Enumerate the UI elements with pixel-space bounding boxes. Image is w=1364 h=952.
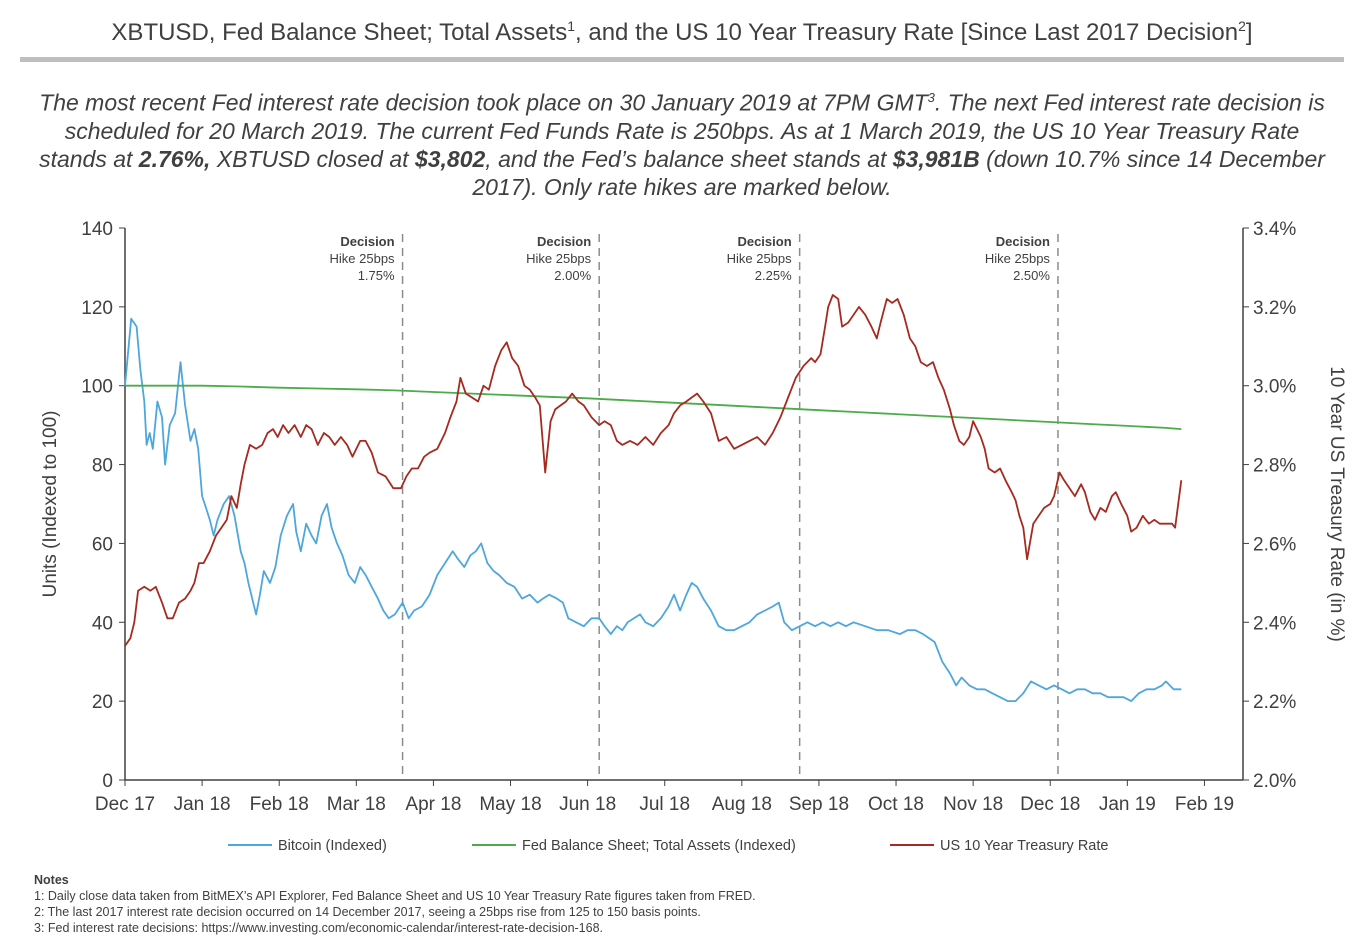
- decision-rate: 2.50%: [1013, 268, 1050, 283]
- y-tick-label-right: 2.0%: [1253, 771, 1296, 792]
- y-axis-title-left: Units (Indexed to 100): [40, 411, 61, 598]
- x-tick-label: Jan 18: [174, 794, 231, 815]
- y-tick-label-right: 2.8%: [1253, 456, 1296, 477]
- decision-hike: Hike 25bps: [727, 251, 793, 266]
- y-tick-label-left: 120: [81, 298, 113, 319]
- x-tick-label: Nov 18: [943, 794, 1003, 815]
- decision-hike: Hike 25bps: [330, 251, 396, 266]
- chart: 0 20 40 60 80 100 120 140 2.0% 2.2% 2.4% 2.6% 2.8% 3.…: [40, 219, 1347, 854]
- x-tick-label: Mar 18: [327, 794, 386, 815]
- x-tick-label: Dec 18: [1020, 794, 1080, 815]
- x-tick-label: Dec 17: [95, 794, 155, 815]
- y-tick-label-right: 3.2%: [1253, 298, 1296, 319]
- title-divider: [20, 57, 1344, 62]
- series-line-2: [124, 294, 1183, 647]
- y-tick-label-right: 3.0%: [1253, 377, 1296, 398]
- y-tick-label-left: 40: [92, 613, 113, 634]
- y-tick-label-left: 60: [92, 534, 113, 555]
- decision-rate: 2.00%: [554, 268, 591, 283]
- decision-title: Decision: [340, 234, 394, 249]
- decision-title: Decision: [537, 234, 591, 249]
- y-tick-label-right: 2.6%: [1253, 534, 1296, 555]
- note-3: 3: Fed interest rate decisions: https://…: [34, 921, 604, 935]
- x-tick-label: Sep 18: [789, 794, 849, 815]
- legend-label-0: Bitcoin (Indexed): [278, 838, 387, 854]
- x-tick-label: Aug 18: [712, 794, 772, 815]
- y-tick-label-left: 20: [92, 692, 113, 713]
- y-tick-label-right: 2.2%: [1253, 692, 1296, 713]
- x-tick-label: Feb 18: [250, 794, 309, 815]
- decision-rate: 2.25%: [755, 268, 792, 283]
- note-2: 2: The last 2017 interest rate decision …: [34, 905, 701, 919]
- y-tick-label-right: 3.4%: [1253, 219, 1296, 240]
- chart-subtitle: The most recent Fed interest rate decisi…: [39, 89, 1325, 200]
- notes: Notes 1: Daily close data taken from Bit…: [34, 872, 756, 936]
- x-tick-label: Apr 18: [405, 794, 461, 815]
- y-tick-label-right: 2.4%: [1253, 613, 1296, 634]
- legend-label-1: Fed Balance Sheet; Total Assets (Indexed…: [522, 838, 796, 854]
- x-tick-label: Oct 18: [868, 794, 924, 815]
- x-tick-label: Feb 19: [1175, 794, 1234, 815]
- decision-title: Decision: [737, 234, 791, 249]
- decision-hike: Hike 25bps: [985, 251, 1051, 266]
- decision-title: Decision: [996, 234, 1050, 249]
- y-tick-label-left: 0: [102, 771, 113, 792]
- series-line-0: [124, 317, 1182, 702]
- y-axis-title-right: 10 Year US Treasury Rate (in %): [1326, 366, 1347, 642]
- y-tick-label-left: 80: [92, 456, 113, 477]
- y-tick-label-left: 140: [81, 219, 113, 240]
- y-tick-label-left: 100: [81, 377, 113, 398]
- x-tick-label: Jan 19: [1099, 794, 1156, 815]
- notes-heading: Notes: [34, 873, 69, 887]
- series-line-1: [125, 384, 1182, 430]
- decision-hike: Hike 25bps: [526, 251, 592, 266]
- chart-title: XBTUSD, Fed Balance Sheet; Total Assets1…: [111, 18, 1253, 46]
- x-tick-label: Jun 18: [559, 794, 616, 815]
- x-tick-label: May 18: [479, 794, 541, 815]
- x-tick-label: Jul 18: [639, 794, 690, 815]
- legend-label-2: US 10 Year Treasury Rate: [940, 838, 1108, 854]
- note-1: 1: Daily close data taken from BitMEX’s …: [34, 889, 756, 903]
- decision-rate: 1.75%: [358, 268, 395, 283]
